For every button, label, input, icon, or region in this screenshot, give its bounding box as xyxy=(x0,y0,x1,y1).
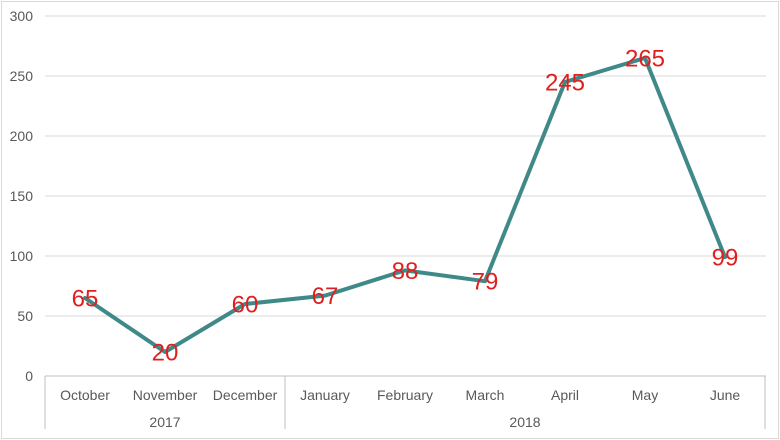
y-axis-tick-label: 150 xyxy=(10,188,34,204)
y-axis-tick-label: 50 xyxy=(17,308,33,324)
x-axis-month-label: April xyxy=(551,387,579,403)
y-axis-tick-label: 200 xyxy=(10,128,34,144)
data-point-label: 99 xyxy=(712,245,739,272)
x-axis-month-label: January xyxy=(300,387,350,403)
x-axis-month-label: May xyxy=(632,387,658,403)
y-axis-tick-label: 300 xyxy=(10,8,34,24)
y-axis-tick-label: 0 xyxy=(25,368,33,384)
x-axis-year-label: 2018 xyxy=(509,414,540,430)
data-point-label: 67 xyxy=(312,283,339,310)
y-axis-tick-label: 250 xyxy=(10,68,34,84)
x-axis-year-label: 2017 xyxy=(149,414,180,430)
data-point-label: 245 xyxy=(545,70,585,97)
y-axis-tick-label: 100 xyxy=(10,248,34,264)
data-point-label: 20 xyxy=(152,340,179,367)
x-axis-month-label: June xyxy=(710,387,741,403)
x-axis-month-label: November xyxy=(133,387,198,403)
x-axis-month-label: February xyxy=(377,387,433,403)
x-axis-month-label: October xyxy=(60,387,110,403)
x-axis-month-label: December xyxy=(213,387,278,403)
x-axis-month-label: March xyxy=(466,387,505,403)
data-point-label: 79 xyxy=(472,269,499,296)
data-point-label: 88 xyxy=(392,258,419,285)
data-point-label: 265 xyxy=(625,46,665,73)
data-point-label: 65 xyxy=(72,286,99,313)
data-point-label: 60 xyxy=(232,292,259,319)
series-line xyxy=(83,56,727,354)
